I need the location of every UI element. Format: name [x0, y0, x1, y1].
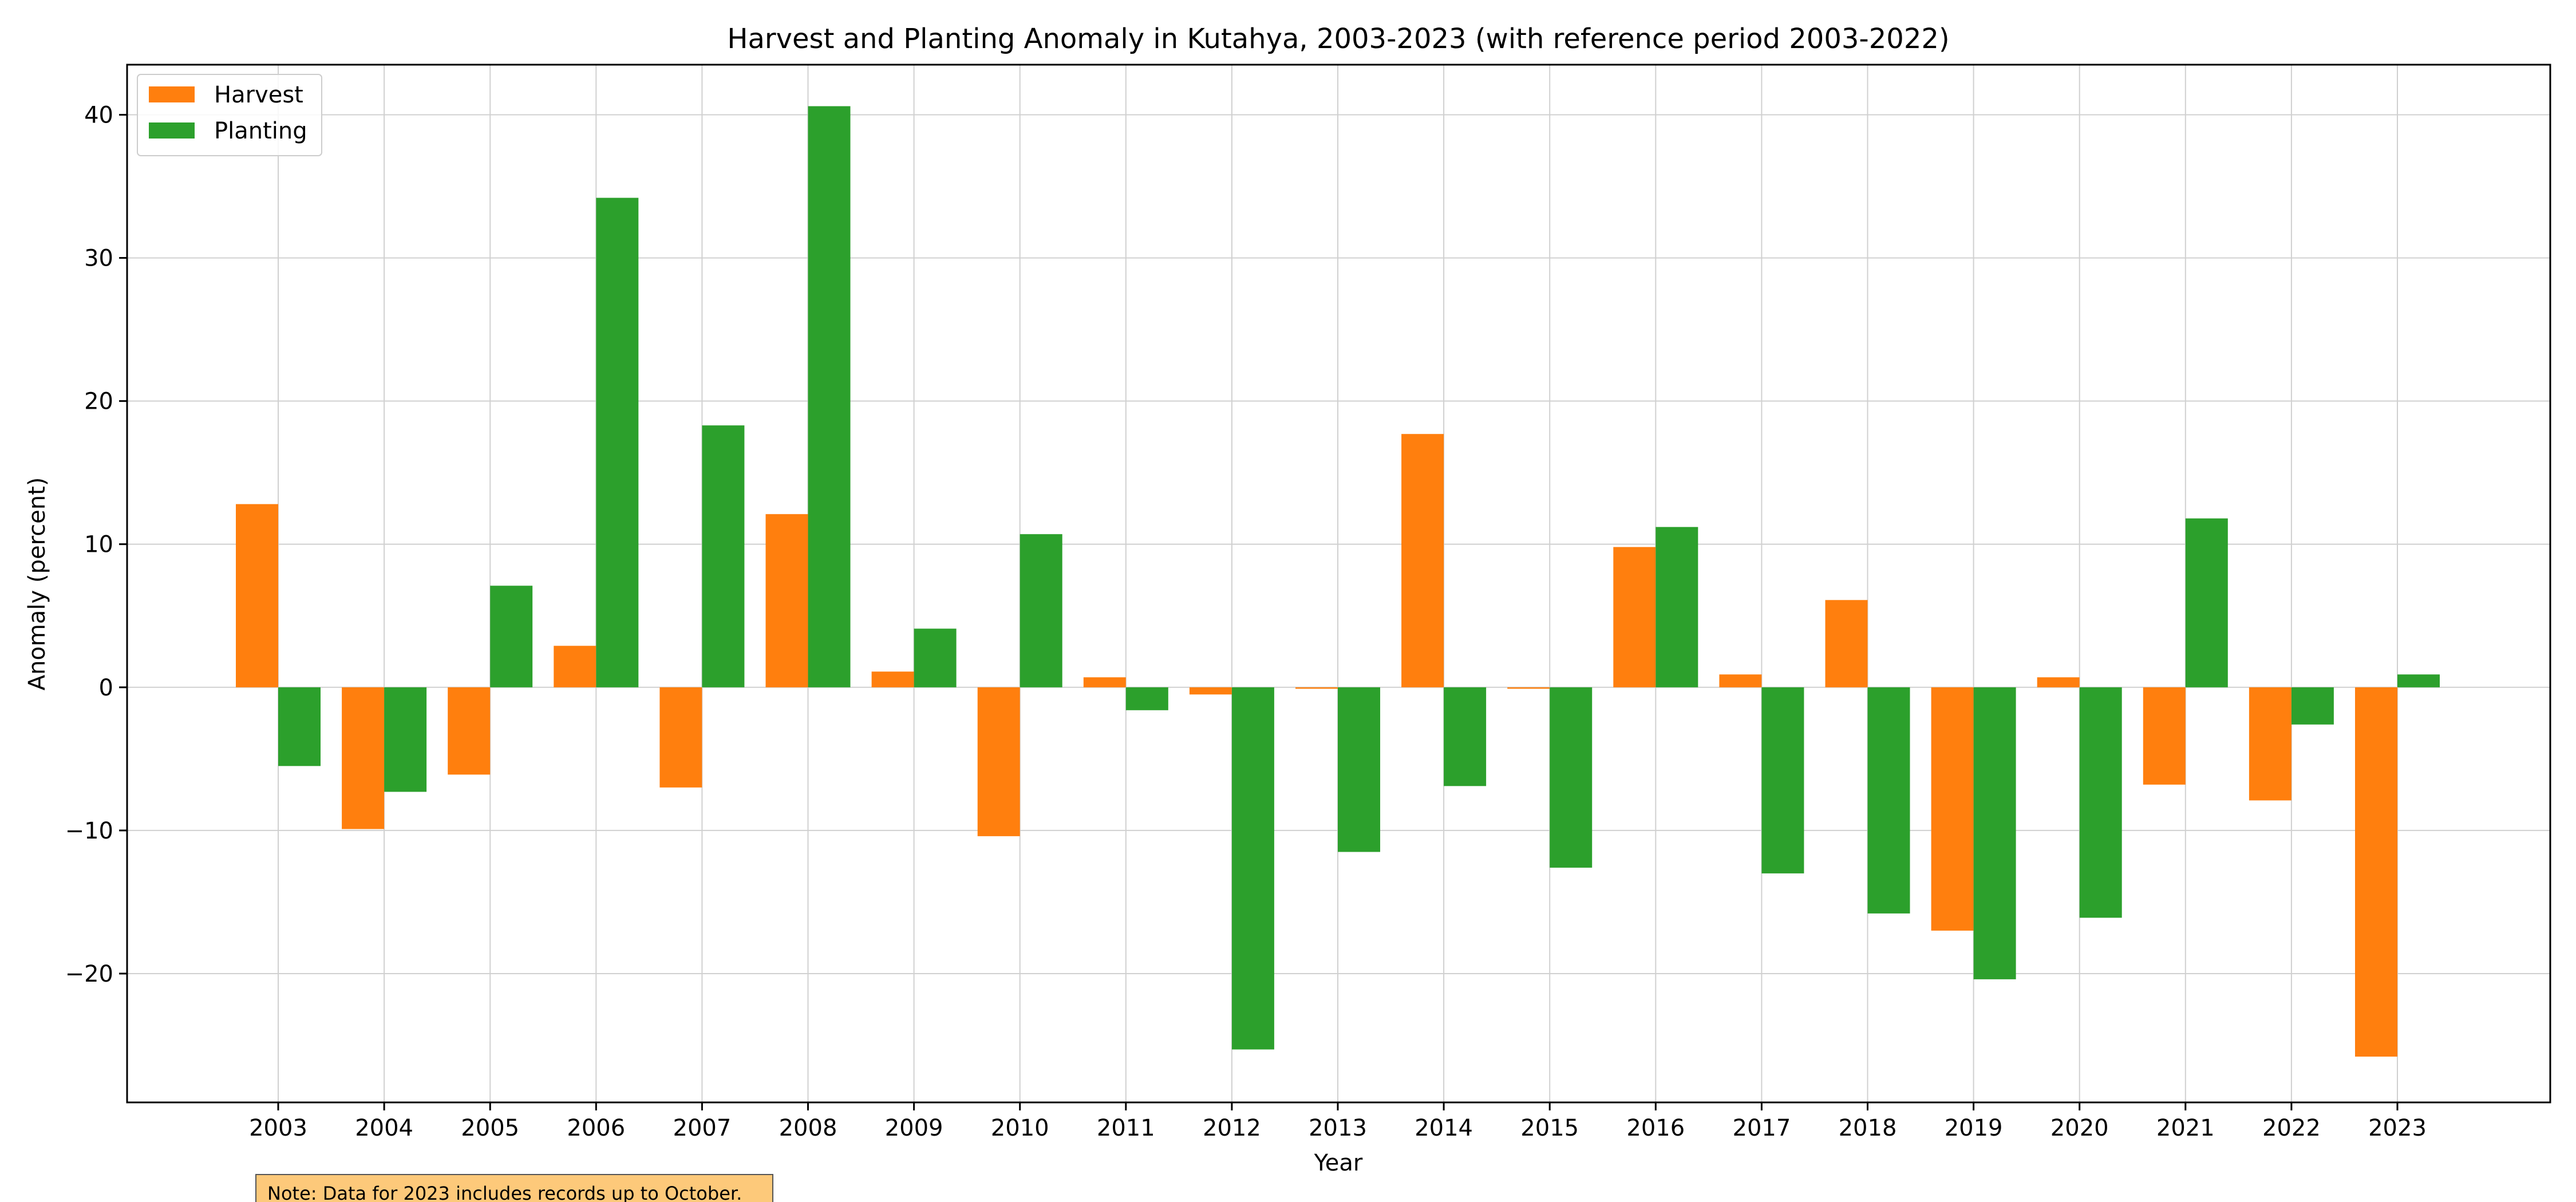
bar-planting-2008: [808, 106, 851, 687]
bar-planting-2009: [914, 628, 957, 687]
x-tick-label: 2010: [991, 1115, 1049, 1141]
x-tick-label: 2019: [1945, 1115, 2003, 1141]
bar-planting-2005: [490, 586, 533, 687]
x-tick-label: 2012: [1203, 1115, 1261, 1141]
bar-harvest-2017: [1719, 674, 1762, 687]
y-tick-label: −10: [65, 818, 113, 844]
bar-harvest-2006: [554, 646, 596, 687]
legend-label-harvest: Harvest: [214, 82, 303, 108]
y-axis-ticks: −20 −10 0 10 20 30 40: [65, 102, 127, 987]
bar-planting-2020: [2079, 687, 2122, 918]
y-tick-label: −20: [65, 961, 113, 987]
x-tick-label: 2003: [249, 1115, 307, 1141]
y-tick-label: 40: [84, 102, 113, 129]
footnote: Note: Data for 2023 includes records up …: [255, 1174, 773, 1202]
y-tick-label: 30: [84, 246, 113, 272]
bar-harvest-2009: [871, 671, 914, 687]
x-tick-label: 2015: [1520, 1115, 1579, 1141]
bar-harvest-2010: [977, 687, 1020, 836]
bar-harvest-2011: [1083, 677, 1126, 687]
legend: Harvest Planting: [137, 74, 322, 156]
x-tick-label: 2016: [1626, 1115, 1685, 1141]
bar-harvest-2023: [2355, 687, 2397, 1057]
bar-harvest-2007: [659, 687, 702, 788]
y-tick-label: 20: [84, 389, 113, 415]
bar-harvest-2012: [1189, 687, 1232, 695]
bar-harvest-2013: [1295, 687, 1338, 689]
legend-swatch-harvest: [149, 86, 195, 102]
x-tick-label: 2005: [461, 1115, 519, 1141]
y-tick-label: 0: [99, 675, 113, 701]
y-axis-title: Anomaly (percent): [24, 477, 50, 691]
x-axis-title: Year: [1314, 1150, 1363, 1176]
x-tick-label: 2017: [1733, 1115, 1791, 1141]
x-tick-label: 2009: [885, 1115, 943, 1141]
bar-harvest-2003: [236, 504, 278, 687]
bar-planting-2006: [596, 197, 639, 687]
bar-planting-2015: [1550, 687, 1593, 868]
bar-planting-2023: [2397, 674, 2440, 687]
legend-label-planting: Planting: [214, 118, 307, 144]
x-tick-label: 2022: [2262, 1115, 2321, 1141]
bar-harvest-2005: [448, 687, 491, 775]
bar-planting-2018: [1867, 687, 1910, 914]
x-tick-label: 2004: [355, 1115, 413, 1141]
bar-harvest-2022: [2249, 687, 2291, 801]
bar-planting-2003: [278, 687, 321, 766]
bar-harvest-2020: [2037, 677, 2080, 687]
bar-planting-2007: [702, 425, 745, 687]
x-tick-label: 2011: [1097, 1115, 1155, 1141]
bar-harvest-2016: [1613, 547, 1656, 687]
bar-harvest-2008: [765, 514, 808, 687]
x-axis-ticks: 2003 2004 2005 2006 2007 2008 2009 2010 2011 2012…: [249, 1102, 2427, 1141]
grid: [127, 65, 2550, 1102]
bar-planting-2011: [1125, 687, 1168, 710]
x-tick-label: 2020: [2050, 1115, 2109, 1141]
bar-planting-2013: [1338, 687, 1380, 852]
bar-harvest-2004: [342, 687, 385, 829]
bar-planting-2014: [1444, 687, 1487, 786]
bar-harvest-2014: [1401, 434, 1444, 687]
bar-harvest-2021: [2143, 687, 2186, 785]
x-tick-label: 2007: [673, 1115, 732, 1141]
x-tick-label: 2018: [1839, 1115, 1897, 1141]
bar-planting-2019: [1973, 687, 2016, 979]
bar-harvest-2019: [1931, 687, 1974, 931]
footnote-box: [255, 1174, 773, 1202]
bar-planting-2004: [384, 687, 427, 792]
bar-planting-2021: [2185, 518, 2228, 687]
bar-planting-2010: [1020, 534, 1062, 687]
x-tick-label: 2013: [1309, 1115, 1367, 1141]
chart-title: Harvest and Planting Anomaly in Kutahya,…: [727, 23, 1949, 55]
x-tick-label: 2006: [567, 1115, 625, 1141]
bar-planting-2022: [2291, 687, 2334, 725]
bar-harvest-2015: [1507, 687, 1550, 689]
legend-swatch-planting: [149, 122, 195, 139]
bar-planting-2017: [1761, 687, 1804, 873]
footnote-text: Note: Data for 2023 includes records up …: [267, 1183, 742, 1202]
bar-planting-2012: [1231, 687, 1274, 1050]
x-tick-label: 2008: [779, 1115, 837, 1141]
bar-harvest-2018: [1825, 600, 1868, 687]
x-tick-label: 2023: [2368, 1115, 2427, 1141]
x-tick-label: 2021: [2156, 1115, 2215, 1141]
bar-planting-2016: [1656, 527, 1698, 687]
bars: [236, 106, 2440, 1057]
x-tick-label: 2014: [1415, 1115, 1473, 1141]
y-tick-label: 10: [84, 532, 113, 558]
